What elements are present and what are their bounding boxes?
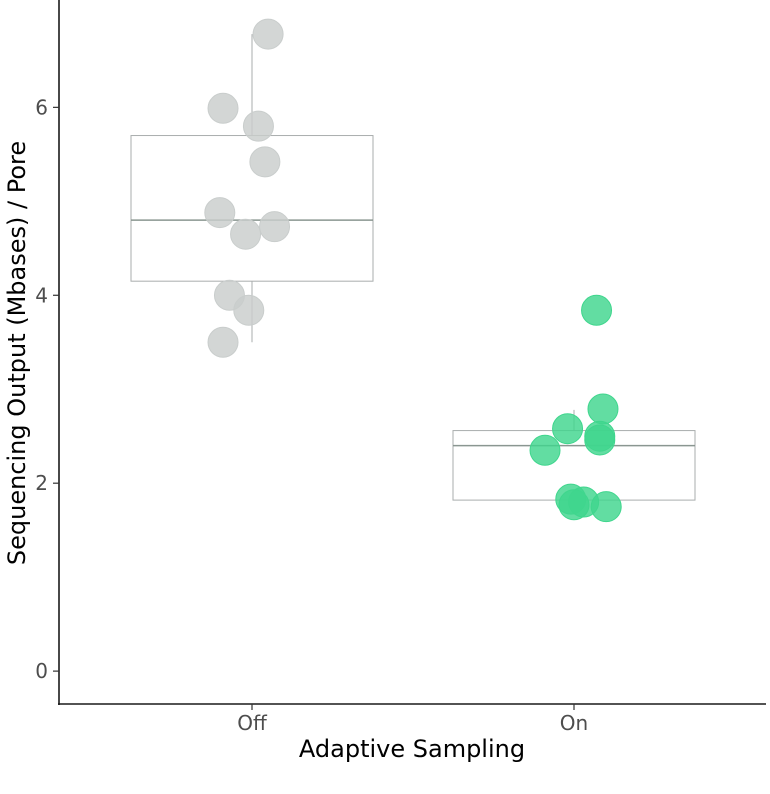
data-point-on xyxy=(584,424,616,456)
data-point-on xyxy=(581,294,613,326)
data-point-on xyxy=(552,413,584,445)
data-point-off xyxy=(233,294,265,326)
data-point-off xyxy=(242,110,274,142)
y-tick-label: 4 xyxy=(35,283,48,307)
x-tick-label: Off xyxy=(237,711,268,735)
points-layer xyxy=(204,18,622,523)
x-axis-title: Adaptive Sampling xyxy=(299,735,525,763)
data-point-off xyxy=(259,211,291,243)
y-tick-label: 0 xyxy=(35,659,48,683)
x-tick-label: On xyxy=(560,711,588,735)
data-point-on xyxy=(590,491,622,523)
data-point-off xyxy=(207,92,239,124)
data-point-off xyxy=(230,218,262,250)
y-ticks: 0 2 4 6 xyxy=(35,95,59,683)
data-point-off xyxy=(204,197,236,229)
x-ticks: Off On xyxy=(237,704,588,735)
data-point-on xyxy=(558,489,590,521)
axes-layer xyxy=(58,0,766,705)
data-point-off xyxy=(249,146,281,178)
data-point-on xyxy=(529,434,561,466)
y-tick-label: 6 xyxy=(35,95,48,119)
data-point-on xyxy=(587,393,619,425)
data-point-off xyxy=(207,326,239,358)
data-point-off xyxy=(252,18,284,50)
y-axis-title: Sequencing Output (Mbases) / Pore xyxy=(3,141,31,565)
y-tick-label: 2 xyxy=(35,471,48,495)
